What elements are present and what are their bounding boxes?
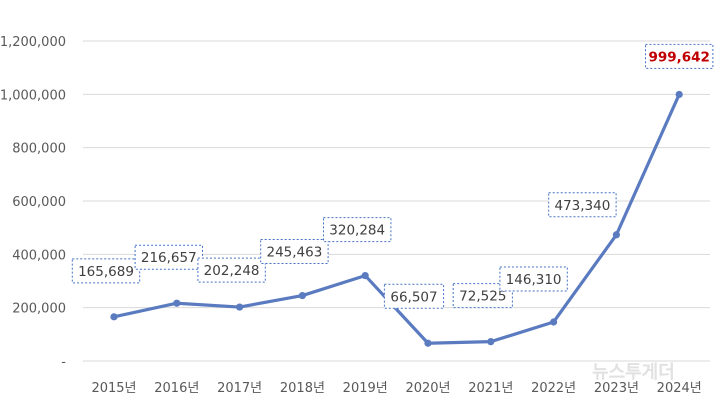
y-axis-tick-labels: - 200,000 400,000 600,000 800,000 1,000,000 1,… bbox=[0, 35, 66, 370]
data-label: 320,284 bbox=[329, 223, 385, 239]
data-point bbox=[550, 318, 558, 326]
data-label-box bbox=[499, 266, 568, 292]
data-points bbox=[110, 90, 683, 347]
y-tick-label: 400,000 bbox=[12, 248, 66, 263]
y-tick-label: 600,000 bbox=[12, 195, 66, 210]
data-point bbox=[236, 303, 244, 311]
data-label: 165,689 bbox=[78, 264, 134, 280]
y-tick-label: 1,200,000 bbox=[0, 35, 66, 50]
data-label-box bbox=[260, 239, 329, 265]
y-tick-label: 1,000,000 bbox=[0, 88, 66, 103]
y-tick-label: 800,000 bbox=[12, 142, 66, 157]
data-label-box bbox=[645, 43, 714, 69]
data-label: 216,657 bbox=[141, 250, 197, 266]
data-label: 245,463 bbox=[266, 245, 322, 261]
x-tick-label: 2018년 bbox=[280, 381, 325, 396]
x-tick-label: 2020년 bbox=[405, 381, 450, 396]
x-tick-label: 2021년 bbox=[468, 381, 513, 396]
data-label: 146,310 bbox=[506, 272, 562, 288]
x-tick-label: 2023년 bbox=[594, 381, 639, 396]
watermark: 뉴스투게더 bbox=[592, 362, 675, 383]
x-axis-tick-labels: 2015년 2016년 2017년 2018년 2019년 2020년 2021년 2022년… bbox=[91, 381, 701, 396]
series-line-path bbox=[112, 92, 681, 345]
y-tick-label: - bbox=[61, 355, 66, 370]
data-label-box bbox=[134, 244, 204, 270]
x-tick-label: 2015년 bbox=[91, 381, 136, 396]
x-tick-label: 2016년 bbox=[154, 381, 199, 396]
data-point bbox=[361, 271, 369, 280]
data-label: 999,642 bbox=[648, 49, 710, 65]
data-label-box bbox=[197, 257, 266, 283]
data-label: 66,507 bbox=[390, 289, 437, 305]
data-label: 473,340 bbox=[554, 198, 610, 214]
data-point bbox=[424, 339, 432, 347]
series-line bbox=[112, 92, 681, 345]
data-label: 72,525 bbox=[459, 289, 506, 305]
x-tick-label: 2022년 bbox=[531, 381, 576, 396]
data-point bbox=[298, 291, 306, 300]
data-label: 202,248 bbox=[204, 263, 260, 279]
x-tick-label: 2024년 bbox=[657, 381, 702, 396]
y-tick-label: 200,000 bbox=[12, 302, 66, 317]
data-label-box bbox=[323, 217, 392, 243]
x-tick-label: 2019년 bbox=[343, 381, 388, 396]
x-tick-label: 2017년 bbox=[217, 381, 262, 396]
data-point bbox=[173, 299, 181, 307]
data-labels: 165,689 216,657 202,248 245,463 320,284 66,50… bbox=[71, 43, 714, 309]
data-label-box bbox=[548, 192, 617, 218]
data-point bbox=[675, 90, 683, 99]
data-point bbox=[612, 231, 621, 239]
data-point bbox=[110, 313, 118, 321]
data-label-box bbox=[383, 283, 445, 309]
data-label-box bbox=[71, 258, 141, 284]
data-point bbox=[487, 338, 495, 346]
